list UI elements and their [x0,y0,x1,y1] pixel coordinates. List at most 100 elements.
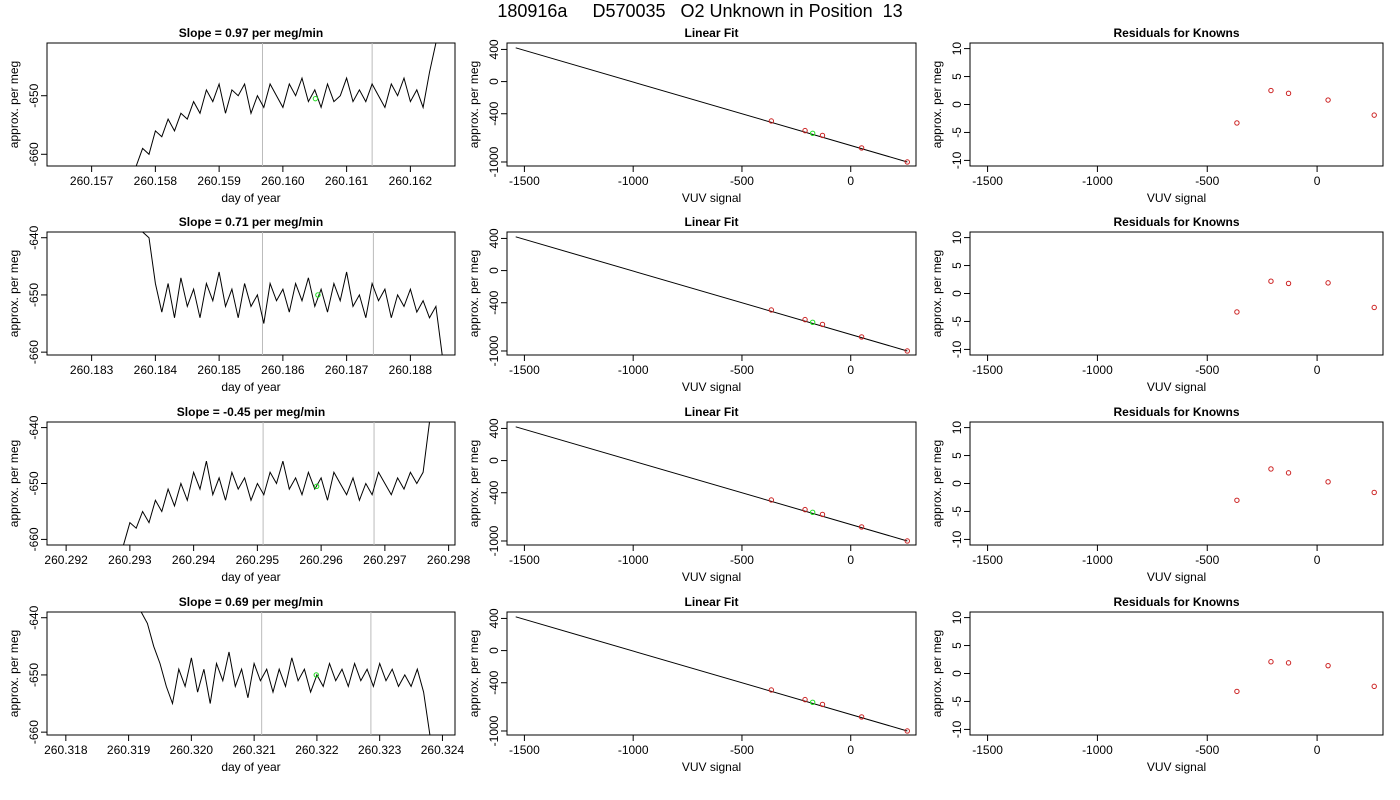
y-tick-label: -640 [27,225,41,249]
known-point [904,348,910,354]
known-point [768,687,775,693]
fit-line [515,236,908,352]
x-tick-label: -1000 [618,743,649,757]
known-point [768,307,775,313]
x-tick-label: 0 [1314,553,1321,567]
x-tick-label: 0 [847,743,854,757]
known-point [802,506,808,513]
y-tick-label: 0 [487,457,501,464]
residual-point [1285,90,1292,97]
fit-line [515,616,908,732]
plot-frame [969,42,1384,167]
x-tick-label: 260.183 [70,363,114,377]
plot-frame [46,231,456,356]
y-tick-label: -10 [950,530,964,548]
timeseries-panel-row-1: Slope = 0.97 per meg/min 260.157 260.158 26… [7,26,456,205]
plot-frame [46,421,456,546]
y-tick-label: -660 [27,720,41,744]
x-axis-label: VUV signal [682,570,741,584]
x-tick-label: 0 [1314,174,1321,188]
x-tick-label: -1500 [509,363,540,377]
y-tick-label: -10 [950,340,964,358]
x-tick-label: 260.187 [325,363,369,377]
x-tick-label: 260.185 [197,363,241,377]
y-tick-label: -400 [487,101,501,125]
residual-point [1285,280,1292,287]
unknown-point [809,319,816,325]
known-point [904,159,910,165]
x-tick-label: -1000 [618,363,649,377]
unknown-marker [312,95,319,102]
plot-area [123,422,430,545]
plot-frame [506,231,917,356]
x-tick-label: -500 [730,743,754,757]
residual-point [1325,97,1331,103]
y-tick-label: -660 [27,527,41,551]
x-tick-label: -500 [730,174,754,188]
plot-frame [969,231,1384,356]
x-tick-label: 260.321 [232,743,276,757]
x-axis-label: VUV signal [1147,191,1206,205]
y-axis-label: approx. per meg [7,250,21,337]
panel-title: Residuals for Knowns [1113,215,1239,229]
x-tick-label: -1000 [1082,743,1113,757]
panel-title: Linear Fit [684,26,738,40]
x-tick-label: 0 [1314,363,1321,377]
unknown-marker [313,483,320,489]
linear-fit-panel-row-1: Linear Fit -1500 -1000 -500 0 400 0 -400 -1000 VU… [467,26,917,205]
linear-fit-panel-row-4: Linear Fit -1500 -1000 -500 0 400 0 -400 -1000 VU… [467,595,917,774]
plot-frame [969,611,1384,736]
x-tick-label: -1000 [1082,174,1113,188]
y-tick-label: 400 [487,418,501,438]
x-tick-label: 260.292 [44,553,88,567]
known-point [819,511,826,518]
x-tick-label: 260.162 [389,174,433,188]
y-tick-label: 10 [950,421,964,435]
y-tick-label: 5 [950,73,964,80]
known-point [819,701,826,708]
x-tick-label: -500 [730,553,754,567]
x-tick-label: 260.293 [108,553,152,567]
timeseries-panel-row-4: Slope = 0.69 per meg/min 260.318 260.319 26… [7,595,464,774]
x-tick-label: 260.161 [325,174,369,188]
y-tick-label: 10 [950,231,964,245]
fit-line [515,47,908,163]
known-point [858,145,865,151]
panel-title: Slope = 0.71 per meg/min [179,215,323,229]
unknown-marker [315,292,321,298]
residual-point [1371,683,1377,690]
y-tick-label: -640 [27,605,41,629]
plot-area [140,612,431,735]
series-line [135,43,437,166]
y-tick-label: -400 [487,670,501,694]
plot-frame [969,421,1384,546]
y-tick-label: -640 [27,415,41,439]
known-point [858,714,865,720]
y-tick-label: 0 [487,78,501,85]
x-tick-label: -1500 [972,174,1003,188]
series-line [123,422,430,545]
plot-frame [506,42,917,167]
panel-title: Slope = 0.97 per meg/min [179,26,323,40]
x-tick-label: 260.322 [295,743,339,757]
x-axis-label: day of year [221,570,280,584]
residuals-panel-row-2: Residuals for Knowns -1500 -1000 -500 0 10 5 0 -… [930,215,1384,394]
y-axis-label: approx. per meg [930,440,944,527]
y-tick-label: 5 [950,452,964,459]
x-tick-label: 0 [847,363,854,377]
panel-title: Linear Fit [684,215,738,229]
plot-frame [46,42,456,167]
x-tick-label: 260.318 [44,743,88,757]
x-axis-label: VUV signal [1147,570,1206,584]
residual-point [1268,87,1274,94]
residuals-panel-row-1: Residuals for Knowns -1500 -1000 -500 0 10 5 0 -… [930,26,1384,205]
series-line [140,612,431,735]
y-tick-label: -650 [27,283,41,307]
y-tick-label: -5 [950,316,964,327]
x-tick-label: -1500 [972,743,1003,757]
x-tick-label: 260.296 [299,553,343,567]
y-tick-label: 5 [950,642,964,649]
residual-point [1371,489,1377,496]
x-axis-label: VUV signal [682,760,741,774]
y-tick-label: -400 [487,480,501,504]
